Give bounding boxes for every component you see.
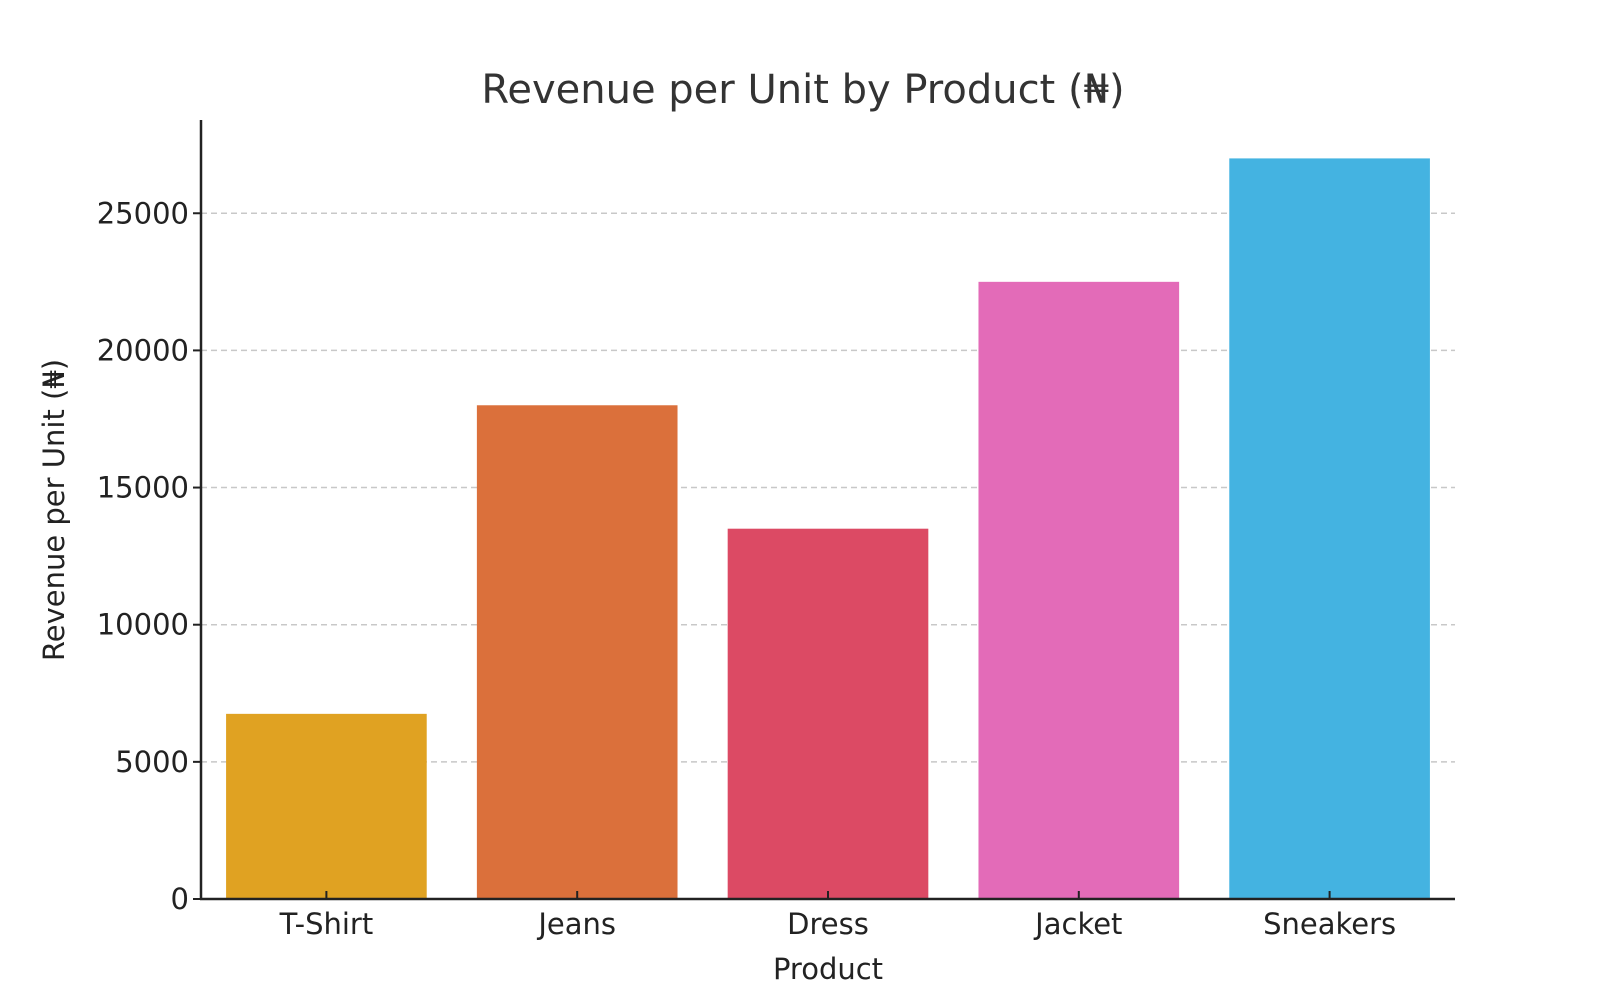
x-tick-label: Jacket (1033, 907, 1122, 941)
y-tick-label: 25000 (97, 196, 189, 230)
y-tick-label: 0 (171, 882, 189, 916)
x-tick-label: Sneakers (1263, 907, 1396, 941)
y-tick-label: 5000 (115, 745, 189, 779)
bars (226, 158, 1430, 900)
y-tick-label: 15000 (97, 471, 189, 505)
y-axis-label: Revenue per Unit (₦) (37, 359, 71, 661)
x-ticks: T-Shirt Jeans Dress Jacket Sneakers (279, 891, 1396, 941)
y-tick-label: 10000 (97, 608, 189, 642)
x-axis-label: Product (773, 952, 883, 986)
bar-jacket (978, 281, 1180, 900)
bar-jeans (476, 405, 678, 899)
bar-sneakers (1229, 158, 1430, 899)
y-tick-label: 20000 (97, 333, 189, 367)
bar-t-shirt (226, 713, 427, 899)
chart-title: Revenue per Unit by Product (₦) (481, 67, 1124, 113)
x-tick-label: Dress (787, 907, 869, 941)
x-tick-label: T-Shirt (279, 907, 374, 941)
x-tick-label: Jeans (536, 907, 616, 941)
bar-dress (727, 528, 929, 899)
y-ticks: 0 5000 10000 15000 20000 25000 (97, 196, 201, 916)
